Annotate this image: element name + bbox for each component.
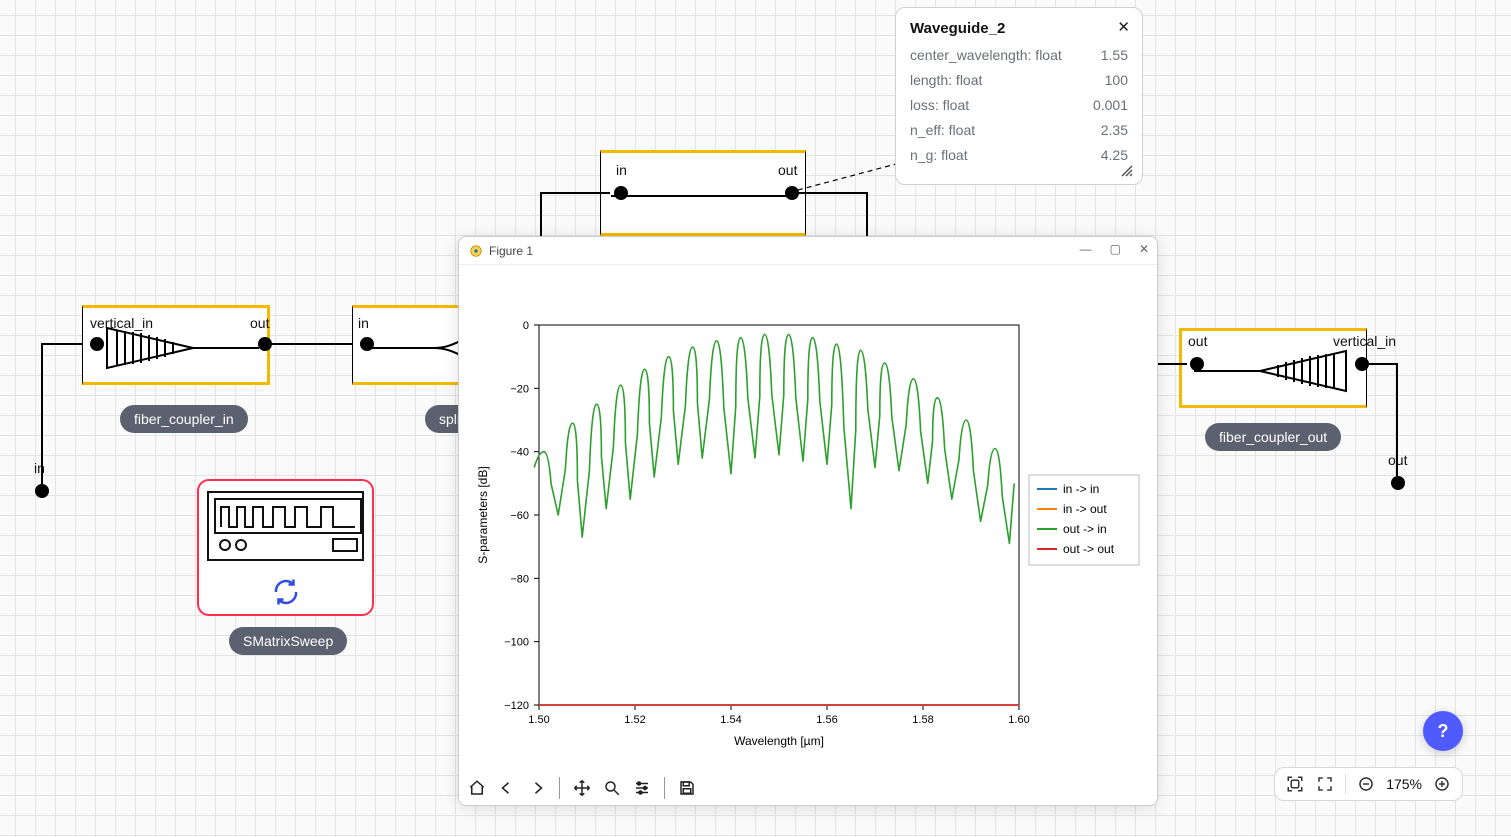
resize-icon[interactable] — [1120, 164, 1134, 178]
refresh-icon[interactable] — [271, 577, 301, 607]
panel-title: Waveguide_2 — [910, 20, 1128, 37]
forward-icon[interactable] — [527, 778, 547, 798]
prop-row: length: float100 — [910, 72, 1128, 88]
external-in-label: in — [34, 460, 45, 476]
figure-titlebar[interactable]: Figure 1 — ▢ ✕ — [459, 237, 1157, 265]
fc-in-port-left-label: vertical_in — [90, 315, 153, 331]
maximize-icon[interactable]: ▢ — [1110, 242, 1121, 256]
svg-text:1.50: 1.50 — [528, 714, 549, 726]
smatrix-pill[interactable]: SMatrixSweep — [229, 627, 347, 655]
wg-port-left-label: in — [616, 162, 627, 178]
svg-text:1.54: 1.54 — [720, 714, 741, 726]
external-out-port[interactable] — [1391, 476, 1405, 490]
expand-icon[interactable] — [1315, 774, 1335, 794]
svg-text:−60: −60 — [510, 510, 529, 522]
help-fab[interactable]: ? — [1423, 711, 1463, 751]
svg-text:in -> in: in -> in — [1063, 482, 1099, 496]
back-icon[interactable] — [497, 778, 517, 798]
close-icon[interactable]: ✕ — [1139, 242, 1149, 256]
svg-text:1.52: 1.52 — [624, 714, 645, 726]
instrument-icon — [207, 491, 364, 561]
fc-in-port-right-label: out — [250, 315, 269, 331]
home-icon[interactable] — [467, 778, 487, 798]
waveguide-block[interactable] — [600, 150, 806, 236]
fc-in-port-left[interactable] — [90, 337, 104, 351]
svg-text:1.58: 1.58 — [912, 714, 933, 726]
splitter-port-left[interactable] — [360, 337, 374, 351]
prop-row: loss: float0.001 — [910, 97, 1128, 113]
pan-icon[interactable] — [572, 778, 592, 798]
mpl-toolbar — [467, 777, 697, 799]
close-icon[interactable]: ✕ — [1117, 18, 1130, 36]
wire — [1396, 363, 1398, 481]
svg-text:1.60: 1.60 — [1008, 714, 1029, 726]
wg-line — [611, 195, 795, 197]
wire — [41, 343, 43, 489]
wg-port-left[interactable] — [614, 186, 628, 200]
wg-port-right[interactable] — [785, 186, 799, 200]
zoom-in-icon[interactable] — [1432, 774, 1452, 794]
wire — [270, 343, 362, 345]
svg-text:out -> out: out -> out — [1063, 542, 1115, 556]
zoom-value: 175% — [1386, 776, 1422, 792]
figure-window[interactable]: Figure 1 — ▢ ✕ 1.50 1.52 1.54 1.56 1.58 1.60 0… — [458, 236, 1158, 806]
svg-text:−120: −120 — [504, 700, 529, 712]
configure-icon[interactable] — [632, 778, 652, 798]
fc-out-port-left-label: out — [1188, 333, 1207, 349]
wire — [1157, 363, 1187, 365]
fit-icon[interactable] — [1285, 774, 1305, 794]
minimize-icon[interactable]: — — [1080, 242, 1092, 256]
zoom-out-icon[interactable] — [1356, 774, 1376, 794]
properties-panel[interactable]: Waveguide_2 ✕ center_wavelength: float1.… — [895, 7, 1143, 185]
svg-text:−100: −100 — [504, 637, 529, 649]
chart: 1.50 1.52 1.54 1.56 1.58 1.60 0 −20 −40 −60 −80 −10… — [459, 265, 1159, 775]
svg-text:S-parameters [dB]: S-parameters [dB] — [476, 466, 490, 563]
zoom-toolbar: 175% — [1274, 767, 1463, 801]
splitter-port-left-label: in — [358, 315, 369, 331]
fc-out-port-right-label: vertical_in — [1333, 333, 1396, 349]
prop-row: n_eff: float2.35 — [910, 122, 1128, 138]
svg-text:in -> out: in -> out — [1063, 502, 1107, 516]
fc-in-pill[interactable]: fiber_coupler_in — [120, 405, 248, 433]
svg-text:Wavelength [µm]: Wavelength [µm] — [734, 734, 824, 748]
svg-text:−40: −40 — [510, 447, 529, 459]
prop-row: n_g: float4.25 — [910, 147, 1128, 163]
svg-text:1.56: 1.56 — [816, 714, 837, 726]
smatrix-block[interactable] — [197, 479, 374, 616]
save-icon[interactable] — [677, 778, 697, 798]
fc-out-port-left[interactable] — [1190, 357, 1204, 371]
svg-text:−20: −20 — [510, 383, 529, 395]
wire — [540, 192, 610, 194]
figure-title: Figure 1 — [489, 244, 533, 258]
mpl-icon — [469, 244, 483, 258]
zoom-icon[interactable] — [602, 778, 622, 798]
fc-out-pill[interactable]: fiber_coupler_out — [1205, 423, 1341, 451]
svg-text:out -> in: out -> in — [1063, 522, 1107, 536]
wire — [1367, 363, 1397, 365]
svg-text:−80: −80 — [510, 573, 529, 585]
prop-row: center_wavelength: float1.55 — [910, 47, 1128, 63]
svg-text:0: 0 — [523, 320, 529, 332]
leader-line — [798, 160, 898, 196]
wg-port-right-label: out — [778, 162, 797, 178]
